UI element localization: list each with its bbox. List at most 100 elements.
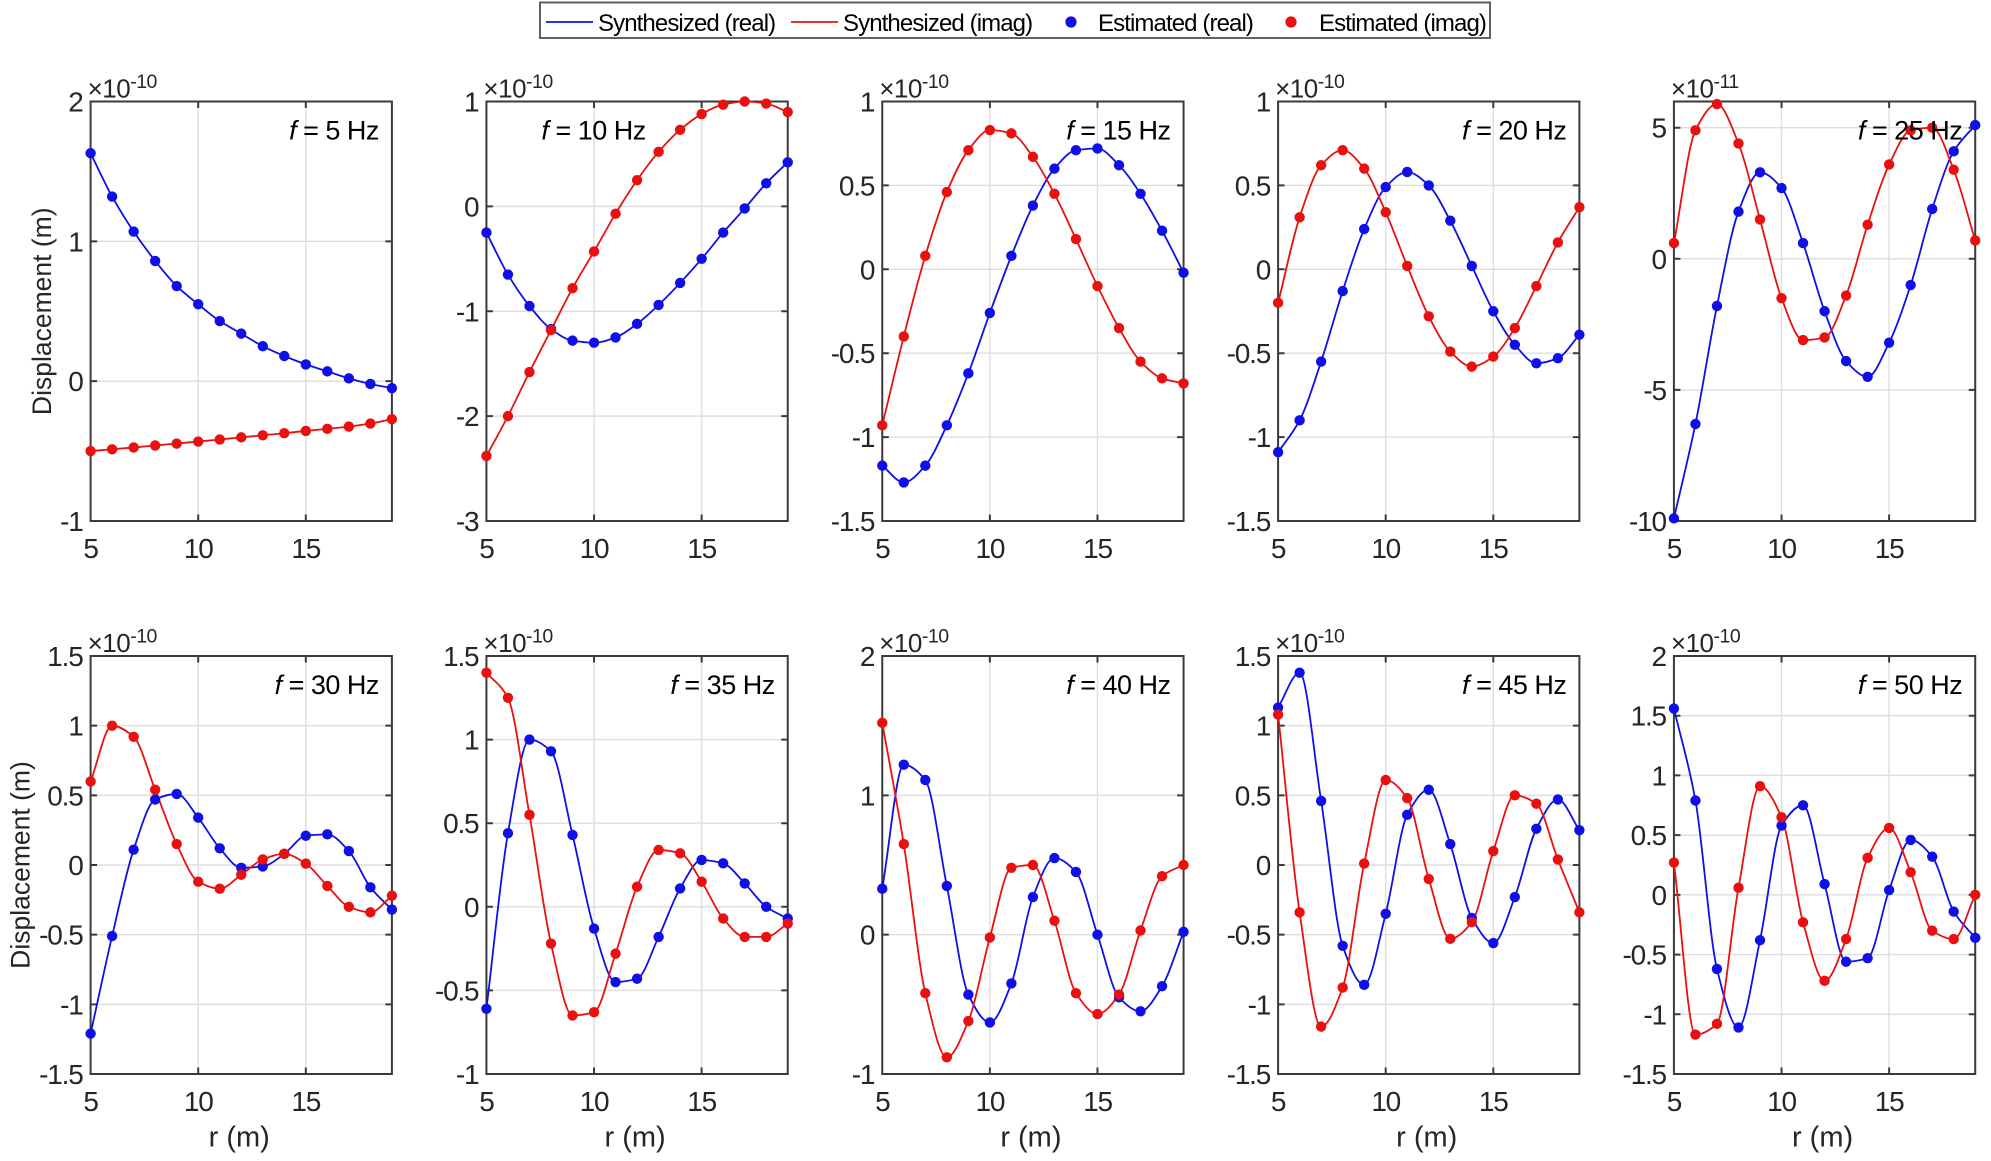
svg-text:-1.5: -1.5: [1227, 1059, 1271, 1090]
svg-text:-1.5: -1.5: [39, 1059, 83, 1090]
svg-text:×10-10: ×10-10: [1275, 626, 1345, 659]
svg-text:-1.5: -1.5: [831, 506, 875, 537]
svg-text:1: 1: [464, 725, 479, 756]
svg-text:10: 10: [975, 1086, 1004, 1117]
svg-text:1: 1: [860, 780, 875, 811]
svg-text:1.5: 1.5: [1235, 641, 1271, 672]
svg-text:10: 10: [1767, 1086, 1796, 1117]
svg-text:10: 10: [975, 533, 1004, 564]
svg-text:15: 15: [1875, 1086, 1904, 1117]
svg-text:-1: -1: [852, 422, 875, 453]
svg-text:5: 5: [1271, 1086, 1286, 1117]
svg-text:-2: -2: [456, 401, 479, 432]
svg-text:-1: -1: [456, 296, 479, 327]
svg-text:5: 5: [479, 533, 494, 564]
svg-text:0.5: 0.5: [1631, 820, 1667, 851]
svg-text:10: 10: [1767, 533, 1796, 564]
svg-text:f = 20 Hz: f = 20 Hz: [1462, 116, 1566, 146]
svg-text:r (m): r (m): [1000, 1122, 1061, 1154]
svg-text:-1.5: -1.5: [1227, 506, 1271, 537]
svg-text:×10-10: ×10-10: [483, 626, 553, 659]
svg-text:5: 5: [1652, 113, 1667, 144]
svg-text:Synthesized (real): Synthesized (real): [598, 10, 775, 37]
svg-text:15: 15: [291, 533, 320, 564]
svg-text:0: 0: [1652, 880, 1667, 911]
svg-text:15: 15: [687, 1086, 716, 1117]
svg-text:1: 1: [464, 87, 479, 118]
svg-text:10: 10: [1371, 533, 1400, 564]
svg-text:15: 15: [1083, 533, 1112, 564]
svg-text:×10-10: ×10-10: [88, 71, 158, 104]
svg-text:5: 5: [83, 1086, 98, 1117]
svg-text:r (m): r (m): [1396, 1122, 1457, 1154]
svg-text:Estimated (imag): Estimated (imag): [1319, 10, 1486, 37]
svg-text:f = 45 Hz: f = 45 Hz: [1462, 670, 1566, 700]
svg-text:1: 1: [68, 226, 83, 257]
svg-text:-0.5: -0.5: [831, 338, 875, 369]
svg-text:r (m): r (m): [1792, 1122, 1853, 1154]
svg-text:1: 1: [1256, 87, 1271, 118]
svg-text:r (m): r (m): [209, 1122, 270, 1154]
svg-text:Estimated (real): Estimated (real): [1098, 10, 1253, 37]
svg-text:5: 5: [875, 533, 890, 564]
svg-text:f = 15 Hz: f = 15 Hz: [1066, 116, 1170, 146]
svg-text:15: 15: [1479, 1086, 1508, 1117]
svg-text:5: 5: [479, 1086, 494, 1117]
svg-text:0: 0: [1256, 254, 1271, 285]
svg-text:0: 0: [860, 254, 875, 285]
svg-text:10: 10: [580, 533, 609, 564]
svg-text:-1: -1: [1248, 422, 1271, 453]
svg-text:-10: -10: [1629, 506, 1666, 537]
svg-text:r (m): r (m): [604, 1122, 665, 1154]
svg-text:5: 5: [875, 1086, 890, 1117]
svg-text:f = 30 Hz: f = 30 Hz: [275, 670, 379, 700]
svg-text:1: 1: [1256, 711, 1271, 742]
svg-text:15: 15: [1083, 1086, 1112, 1117]
svg-text:-0.5: -0.5: [1227, 920, 1271, 951]
svg-text:0.5: 0.5: [1235, 170, 1271, 201]
svg-text:0: 0: [68, 366, 83, 397]
svg-text:-0.5: -0.5: [1622, 940, 1666, 971]
svg-text:×10-11: ×10-11: [1671, 71, 1739, 104]
svg-text:f = 10 Hz: f = 10 Hz: [541, 116, 645, 146]
svg-text:-1: -1: [456, 1059, 479, 1090]
svg-text:15: 15: [687, 533, 716, 564]
svg-text:0.5: 0.5: [1235, 780, 1271, 811]
svg-text:-1: -1: [1248, 989, 1271, 1020]
svg-text:f = 40 Hz: f = 40 Hz: [1066, 670, 1170, 700]
svg-text:-1: -1: [60, 506, 83, 537]
svg-text:-0.5: -0.5: [39, 920, 83, 951]
svg-text:1.5: 1.5: [47, 641, 83, 672]
svg-text:15: 15: [291, 1086, 320, 1117]
svg-text:f = 25 Hz: f = 25 Hz: [1858, 116, 1962, 146]
svg-text:5: 5: [83, 533, 98, 564]
svg-text:-1.5: -1.5: [1622, 1059, 1666, 1090]
svg-text:-1: -1: [1643, 999, 1666, 1030]
svg-text:-1: -1: [60, 989, 83, 1020]
svg-text:10: 10: [1371, 1086, 1400, 1117]
svg-text:f = 50 Hz: f = 50 Hz: [1858, 670, 1962, 700]
svg-text:0: 0: [1652, 244, 1667, 275]
svg-text:f = 5 Hz: f = 5 Hz: [289, 116, 379, 146]
svg-text:0.5: 0.5: [443, 808, 479, 839]
svg-text:0: 0: [860, 920, 875, 951]
svg-text:-5: -5: [1643, 375, 1666, 406]
svg-text:0: 0: [464, 892, 479, 923]
svg-text:Displacement (m): Displacement (m): [27, 207, 57, 415]
svg-text:Displacement (m): Displacement (m): [6, 761, 36, 969]
svg-text:Synthesized (imag): Synthesized (imag): [843, 10, 1032, 37]
svg-text:0.5: 0.5: [47, 780, 83, 811]
svg-text:0: 0: [68, 850, 83, 881]
svg-text:5: 5: [1667, 1086, 1682, 1117]
svg-text:15: 15: [1479, 533, 1508, 564]
svg-text:15: 15: [1875, 533, 1904, 564]
svg-text:-3: -3: [456, 506, 479, 537]
svg-text:1.5: 1.5: [443, 641, 479, 672]
svg-text:5: 5: [1667, 533, 1682, 564]
svg-text:1: 1: [68, 711, 83, 742]
svg-text:-0.5: -0.5: [435, 975, 479, 1006]
svg-text:0: 0: [464, 191, 479, 222]
svg-text:0: 0: [1256, 850, 1271, 881]
svg-text:1.5: 1.5: [1631, 701, 1667, 732]
svg-text:0.5: 0.5: [839, 170, 875, 201]
